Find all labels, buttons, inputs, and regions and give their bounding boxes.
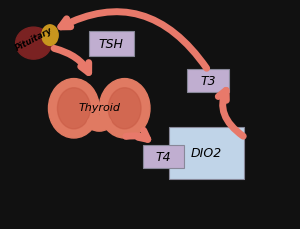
Text: Pituitary: Pituitary (13, 26, 54, 53)
Text: DIO2: DIO2 (191, 147, 222, 160)
Text: T3: T3 (200, 75, 216, 88)
Ellipse shape (108, 88, 141, 129)
Ellipse shape (99, 79, 150, 138)
Ellipse shape (57, 88, 90, 129)
Text: T4: T4 (156, 150, 171, 163)
FancyBboxPatch shape (187, 70, 229, 93)
Ellipse shape (49, 79, 99, 138)
FancyBboxPatch shape (169, 127, 244, 179)
FancyBboxPatch shape (142, 145, 184, 168)
Text: Thyroid: Thyroid (78, 103, 120, 113)
Text: TSH: TSH (99, 38, 124, 50)
FancyBboxPatch shape (89, 31, 134, 57)
Ellipse shape (42, 26, 58, 46)
Ellipse shape (87, 116, 111, 132)
Ellipse shape (16, 28, 52, 60)
